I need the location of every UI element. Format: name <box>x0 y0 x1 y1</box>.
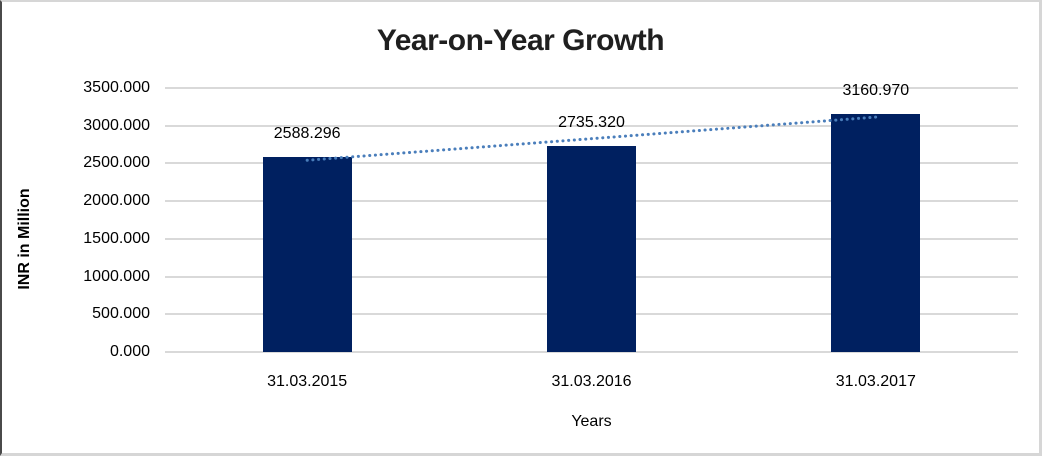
plot-area: 2588.296 2735.320 3160.970 <box>165 82 1018 353</box>
gridline <box>165 124 1018 127</box>
bar-31.03.2015 <box>262 156 352 352</box>
bar-value-label: 2588.296 <box>273 124 341 142</box>
gridline <box>165 87 1018 89</box>
y-tick-label: 0.000 <box>109 343 150 360</box>
trendline-path <box>305 115 878 162</box>
y-tick-label: 3000.000 <box>83 116 150 134</box>
y-axis-title: INR in Million <box>16 188 33 290</box>
bar-value-label: 2735.320 <box>558 113 625 131</box>
x-axis-title: Years <box>571 413 612 430</box>
y-tick-label: 2000.000 <box>83 192 150 210</box>
y-tick-label: 1500.000 <box>83 229 150 247</box>
y-tick-label: 2500.000 <box>83 154 150 172</box>
bar-31.03.2017 <box>831 113 921 352</box>
bar-value-label: 3160.970 <box>842 81 910 99</box>
gridline <box>165 351 1018 353</box>
y-tick-label: 3500.000 <box>83 79 150 96</box>
x-tick-label: 31.03.2017 <box>835 373 916 390</box>
y-tick-label: 1000.000 <box>83 267 150 285</box>
x-tick-label: 31.03.2016 <box>551 373 632 390</box>
bar-31.03.2016 <box>547 145 636 352</box>
chart-title: Year-on-Year Growth <box>376 24 665 57</box>
trendline <box>305 115 878 162</box>
x-tick-label: 31.03.2015 <box>267 373 348 390</box>
y-tick-label: 500.000 <box>92 305 150 323</box>
